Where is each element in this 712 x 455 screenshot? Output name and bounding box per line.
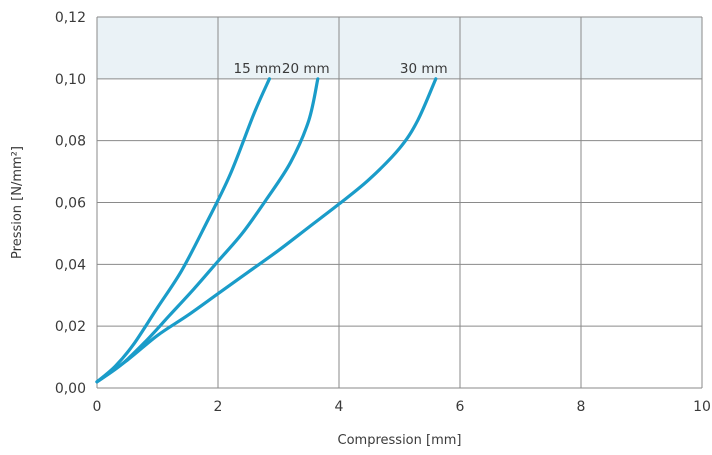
y-tick-label: 0,02 [55,319,86,335]
y-tick-label: 0,06 [55,196,86,212]
series-lines [95,77,438,384]
y-tick-label: 0,08 [55,134,86,150]
x-tick-label: 2 [214,399,223,415]
x-axis-ticks: 0 2 4 6 8 10 [93,399,711,415]
x-tick-label: 4 [335,399,344,415]
series-line-2 [95,77,438,384]
series-label-1: 20 mm [282,61,330,77]
series-line-0 [95,77,272,384]
x-tick-label: 0 [93,399,102,415]
x-tick-label: 6 [456,399,465,415]
y-axis-ticks: 0,00 0,02 0,04 0,06 0,08 0,10 0,12 [55,10,86,397]
series-label-0: 15 mm [234,61,282,77]
series-label-2: 30 mm [400,61,448,77]
series-line-1 [95,77,320,384]
series-labels: 15 mm 20 mm 30 mm [234,61,448,77]
y-tick-label: 0,10 [55,72,86,88]
y-tick-label: 0,04 [55,257,86,273]
y-axis-title: Pression [N/mm²] [10,146,25,259]
shaded-band [97,17,702,79]
y-tick-label: 0,12 [55,10,86,26]
y-tick-label: 0,00 [55,381,86,397]
x-tick-label: 10 [693,399,711,415]
x-axis-title: Compression [mm] [338,433,462,448]
x-tick-label: 8 [577,399,586,415]
